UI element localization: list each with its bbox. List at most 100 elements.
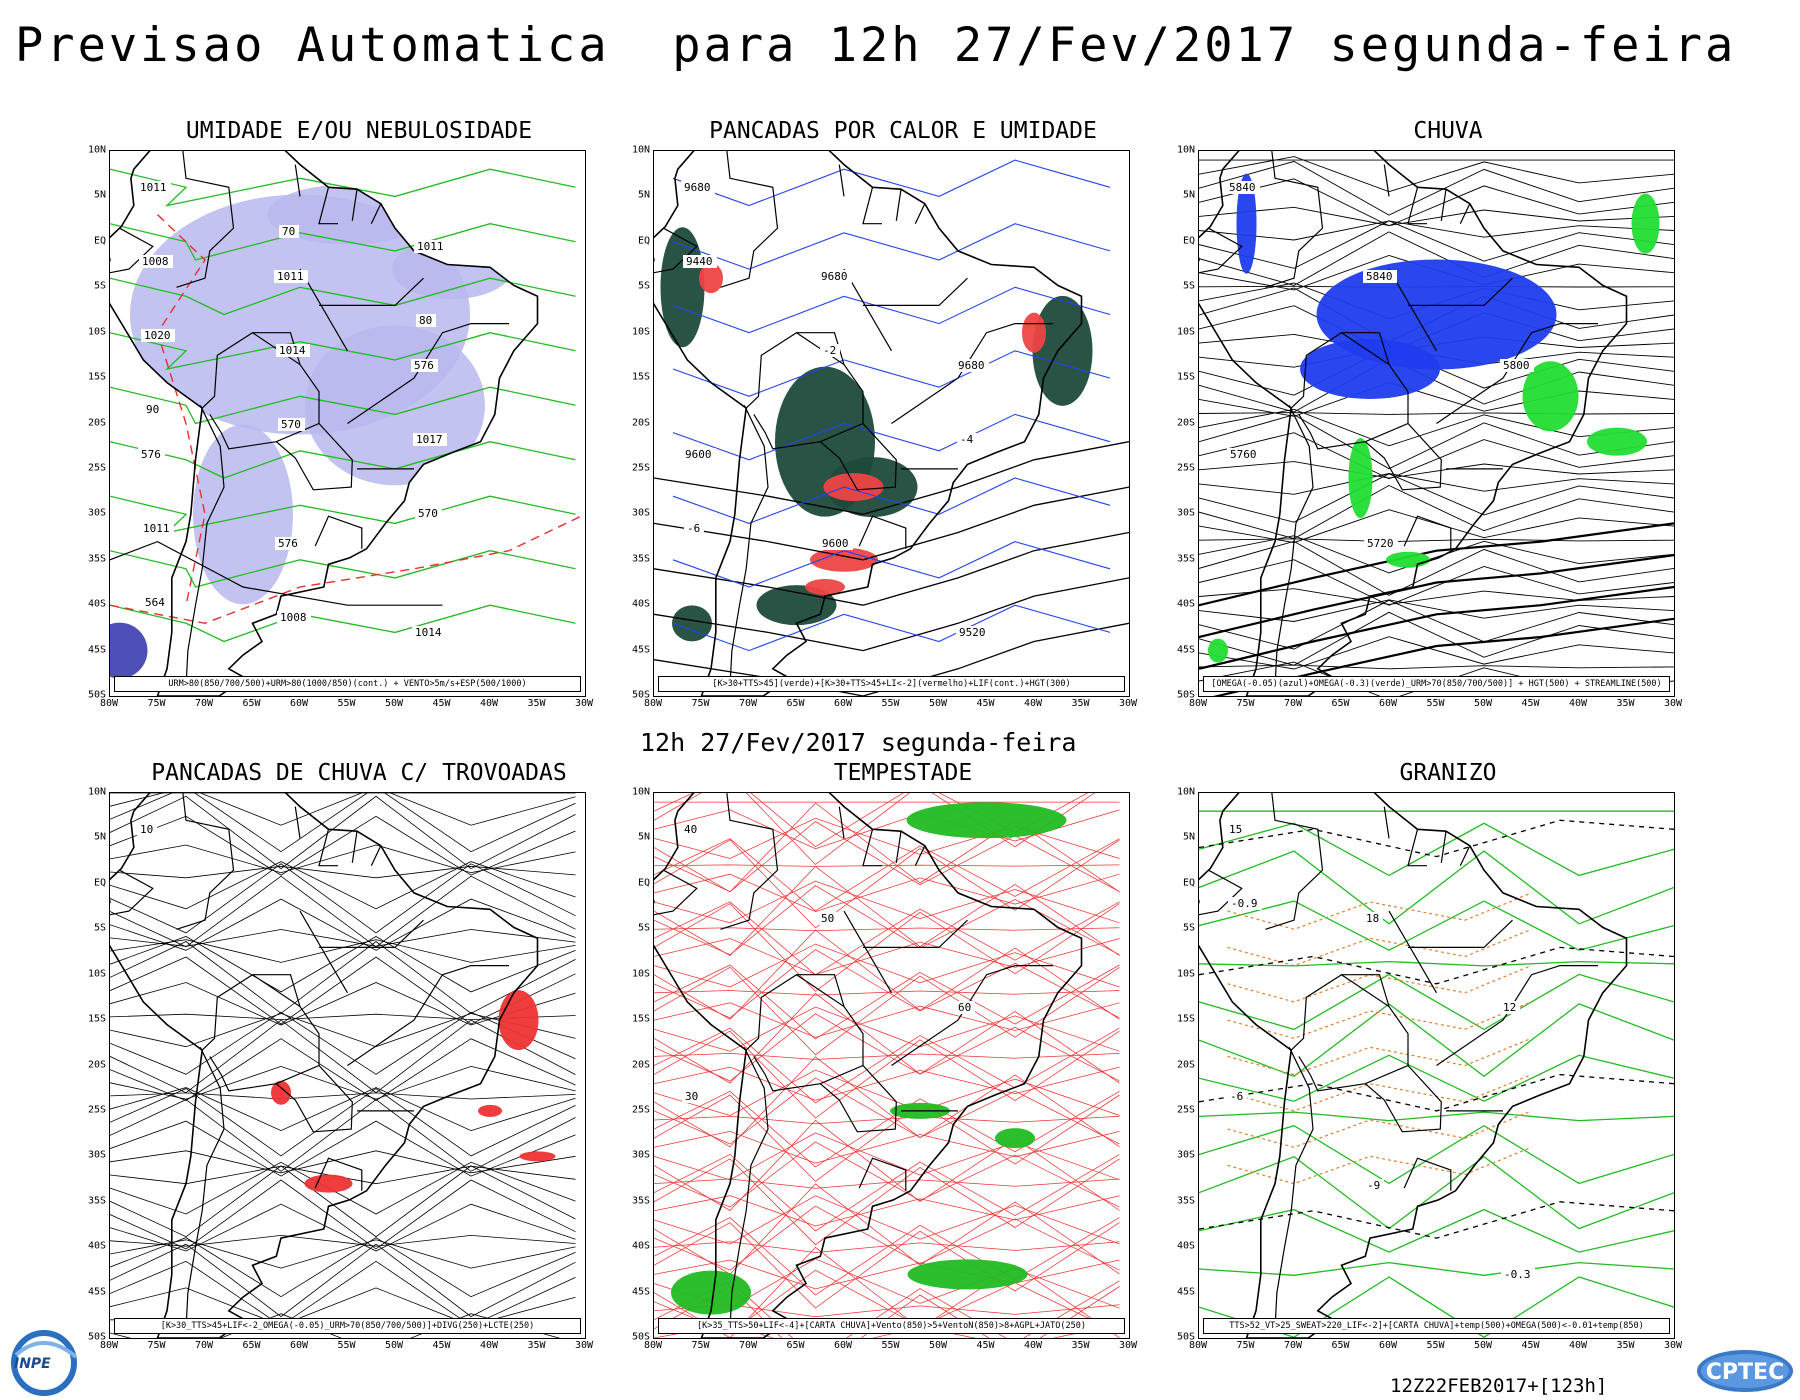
contour-value-label: 50 bbox=[821, 912, 834, 925]
lat-tick-label: 25S bbox=[631, 1104, 650, 1116]
contour-label-bg bbox=[1227, 448, 1261, 461]
lon-tick-label: 55W bbox=[881, 1340, 900, 1351]
lon-tick-label: 60W bbox=[833, 1340, 853, 1351]
lat-tick-label: 5N bbox=[1182, 189, 1195, 201]
contour-label-bg bbox=[684, 522, 704, 535]
map-legend: [K>35_TTS>50+LIF<-4]+[CARTA CHUVA]+Vento… bbox=[658, 1318, 1125, 1334]
contour-value-label: 1011 bbox=[277, 270, 304, 283]
contour-value-label: 5840 bbox=[1229, 181, 1256, 194]
contour-label-bg bbox=[276, 344, 310, 357]
contour-label-bg bbox=[277, 611, 311, 624]
lon-tick-label: 70W bbox=[1283, 1340, 1303, 1351]
forecast-time-subtitle: 12h 27/Fev/2017 segunda-feira bbox=[640, 728, 1077, 757]
lat-tick-label: 15S bbox=[631, 371, 650, 383]
contour-label-bg bbox=[274, 270, 308, 283]
contour-label-bg bbox=[275, 537, 302, 550]
contour-value-label: 9680 bbox=[958, 359, 985, 372]
contour-value-label: 9440 bbox=[686, 255, 713, 268]
map-legend: [K>30+TTS>45](verde)+[K>30+TTS>45+LI<-2]… bbox=[658, 676, 1125, 692]
lon-tick-label: 65W bbox=[786, 698, 805, 709]
lon-tick-label: 70W bbox=[1283, 698, 1303, 709]
lat-tick-label: 5S bbox=[637, 922, 650, 934]
lat-tick-label: 50S bbox=[1176, 1331, 1195, 1343]
lat-tick-label: 10S bbox=[87, 326, 106, 338]
cptec-logo: CPTEC bbox=[1697, 1350, 1793, 1392]
contour-label-bg bbox=[955, 359, 989, 372]
contour-label-bg bbox=[681, 823, 701, 836]
contour-value-label: -4 bbox=[960, 433, 974, 446]
lon-tick-label: 80W bbox=[643, 1340, 663, 1351]
panel-tempestade: TEMPESTADE 40 50 60 30 [K>35_TTS>50+LIF<-4]+[… bbox=[608, 760, 1198, 1400]
contour-label-bg bbox=[956, 626, 990, 639]
lon-tick-label: 45W bbox=[1521, 698, 1540, 709]
contour-label-bg bbox=[683, 255, 717, 268]
map-legend: URM>80(850/700/500)+URM>80(1000/850)(con… bbox=[114, 676, 581, 692]
lat-tick-label: 50S bbox=[1176, 689, 1195, 701]
map-legend: TTS>52_VT>25_SWEAT>220_LIF<-2]+[CARTA CH… bbox=[1203, 1318, 1670, 1334]
lat-tick-label: 5N bbox=[93, 189, 106, 201]
lat-tick-label: 30S bbox=[1176, 1149, 1195, 1161]
lat-tick-label: 40S bbox=[1176, 1240, 1195, 1252]
lat-tick-label: 10N bbox=[1176, 786, 1195, 798]
lat-tick-label: 50S bbox=[631, 689, 650, 701]
lon-tick-label: 60W bbox=[1378, 698, 1398, 709]
lat-tick-label: 5S bbox=[93, 280, 106, 292]
contour-label-bg bbox=[411, 359, 438, 372]
lon-tick-label: 65W bbox=[1331, 698, 1350, 709]
panel-chuva: CHUVA 5840 5840 5800 5760 5720 [OMEGA(-0.05)(a… bbox=[1153, 118, 1743, 758]
contour-value-label: 1017 bbox=[416, 433, 443, 446]
lon-tick-label: 45W bbox=[432, 1340, 451, 1351]
lon-tick-label: 40W bbox=[1568, 1340, 1588, 1351]
lat-tick-label: 45S bbox=[1176, 1286, 1195, 1298]
contour-value-label: 1011 bbox=[140, 181, 167, 194]
contour-value-label: 576 bbox=[278, 537, 298, 550]
contour-label-bg bbox=[279, 225, 299, 238]
contour-value-label: -9 bbox=[1367, 1179, 1380, 1192]
lat-tick-label: 40S bbox=[631, 1240, 650, 1252]
lon-tick-label: 75W bbox=[1236, 1340, 1255, 1351]
lat-tick-label: 10N bbox=[1176, 144, 1195, 156]
map-svg: 10 bbox=[110, 793, 576, 1338]
lon-tick-label: 40W bbox=[1023, 1340, 1043, 1351]
lat-tick-label: 20S bbox=[1176, 1059, 1195, 1070]
lon-tick-label: 55W bbox=[1426, 698, 1445, 709]
lon-tick-label: 75W bbox=[691, 1340, 710, 1351]
forecast-map: 9680 9680 9680 9600 9600 9520 9440 -2 -4 -6 [K>30+… bbox=[653, 150, 1130, 697]
lon-tick-label: 50W bbox=[928, 1340, 948, 1351]
contour-label-bg bbox=[142, 596, 169, 609]
lat-tick-label: 45S bbox=[1176, 644, 1195, 656]
contour-value-label: 18 bbox=[1366, 912, 1379, 925]
contour-value-label: 570 bbox=[281, 418, 301, 431]
lon-tick-label: 70W bbox=[738, 698, 758, 709]
contour-label-bg bbox=[818, 270, 852, 283]
map-legend: [OMEGA(-0.05)(azul)+OMEGA(-0.3)(verde)_U… bbox=[1203, 676, 1670, 692]
forecast-map: 5840 5840 5800 5760 5720 [OMEGA(-0.05)(azul)+… bbox=[1198, 150, 1675, 697]
map-svg: 5840 5840 5800 5760 5720 bbox=[1199, 151, 1674, 696]
contour-label-bg bbox=[139, 255, 173, 268]
lon-tick-label: 70W bbox=[738, 1340, 758, 1351]
lat-tick-label: EQ bbox=[93, 235, 106, 247]
lat-tick-label: 45S bbox=[631, 644, 650, 656]
lon-tick-label: 30W bbox=[1118, 1340, 1138, 1351]
contour-label-bg bbox=[140, 522, 174, 535]
lat-tick-label: 20S bbox=[1176, 417, 1195, 428]
contour-value-label: 40 bbox=[684, 823, 697, 836]
lat-tick-label: 30S bbox=[631, 1149, 650, 1161]
panel-title: CHUVA bbox=[1413, 118, 1483, 144]
lat-tick-label: 15S bbox=[1176, 371, 1195, 383]
contour-label-bg bbox=[957, 433, 977, 446]
contour-value-label: 60 bbox=[958, 1001, 971, 1014]
lon-tick-label: 55W bbox=[337, 698, 356, 709]
lon-tick-label: 35W bbox=[1071, 1340, 1090, 1351]
map-svg: 9680 9680 9680 9600 9600 9520 9440 -2 -4 -6 bbox=[654, 151, 1129, 696]
contour-label-bg bbox=[1363, 270, 1397, 283]
lon-tick-label: 50W bbox=[384, 1340, 404, 1351]
panel-pancadas-calor: PANCADAS POR CALOR E UMIDADE 9680 9680 9680… bbox=[608, 118, 1198, 758]
map-svg: 15 18 12 -6 -9 -0.3 -0.9 bbox=[1199, 793, 1674, 1338]
lat-tick-label: 25S bbox=[87, 1104, 106, 1116]
cptec-logo-text: CPTEC bbox=[1706, 1360, 1784, 1385]
contour-value-label: 1008 bbox=[142, 255, 169, 268]
lon-tick-label: 55W bbox=[881, 698, 900, 709]
contour-value-label: -2 bbox=[823, 344, 836, 357]
lat-tick-label: 35S bbox=[1176, 1195, 1195, 1207]
